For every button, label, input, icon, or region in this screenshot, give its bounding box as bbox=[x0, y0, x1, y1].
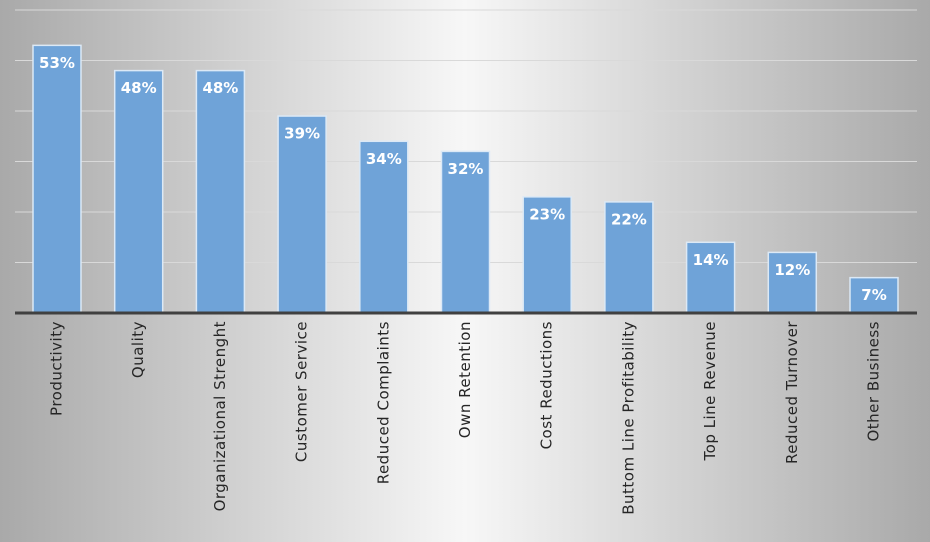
value-label: 32% bbox=[448, 160, 484, 178]
bar bbox=[195, 69, 246, 314]
x-tick-label: Quality bbox=[129, 321, 147, 378]
bar bbox=[767, 251, 818, 314]
value-label: 14% bbox=[693, 251, 729, 269]
x-tick-label: Reduced Complaints bbox=[374, 321, 392, 484]
x-tick-label: Other Business bbox=[865, 321, 883, 442]
value-label: 34% bbox=[366, 150, 402, 168]
value-label: 48% bbox=[202, 79, 238, 97]
bar bbox=[440, 150, 491, 314]
bar bbox=[604, 201, 654, 314]
bar bbox=[685, 241, 736, 314]
bar bbox=[277, 115, 327, 314]
plot: 53% Productivity 48% Quality 48% Organization… bbox=[15, 9, 917, 515]
x-tick-label: Buttom Line Profitability bbox=[619, 321, 637, 515]
value-label: 22% bbox=[611, 210, 647, 228]
value-label: 23% bbox=[529, 205, 565, 223]
x-tick-label: Cost Reductions bbox=[538, 321, 556, 449]
x-tick-label: Top Line Revenue bbox=[701, 321, 719, 461]
value-label: 53% bbox=[39, 54, 75, 72]
bar bbox=[113, 69, 164, 314]
x-tick-label: Customer Service bbox=[293, 321, 311, 462]
x-tick-label: Organizational Strenght bbox=[211, 321, 229, 511]
value-label: 48% bbox=[121, 79, 157, 97]
bar bbox=[32, 44, 82, 314]
x-tick-label: Reduced Turnover bbox=[783, 321, 801, 464]
bar bbox=[849, 276, 899, 314]
value-label: 7% bbox=[861, 286, 886, 304]
x-tick-label: Productivity bbox=[48, 321, 66, 416]
value-label: 39% bbox=[284, 125, 320, 143]
value-label: 12% bbox=[774, 261, 810, 279]
x-tick-label: Own Retention bbox=[456, 321, 474, 438]
